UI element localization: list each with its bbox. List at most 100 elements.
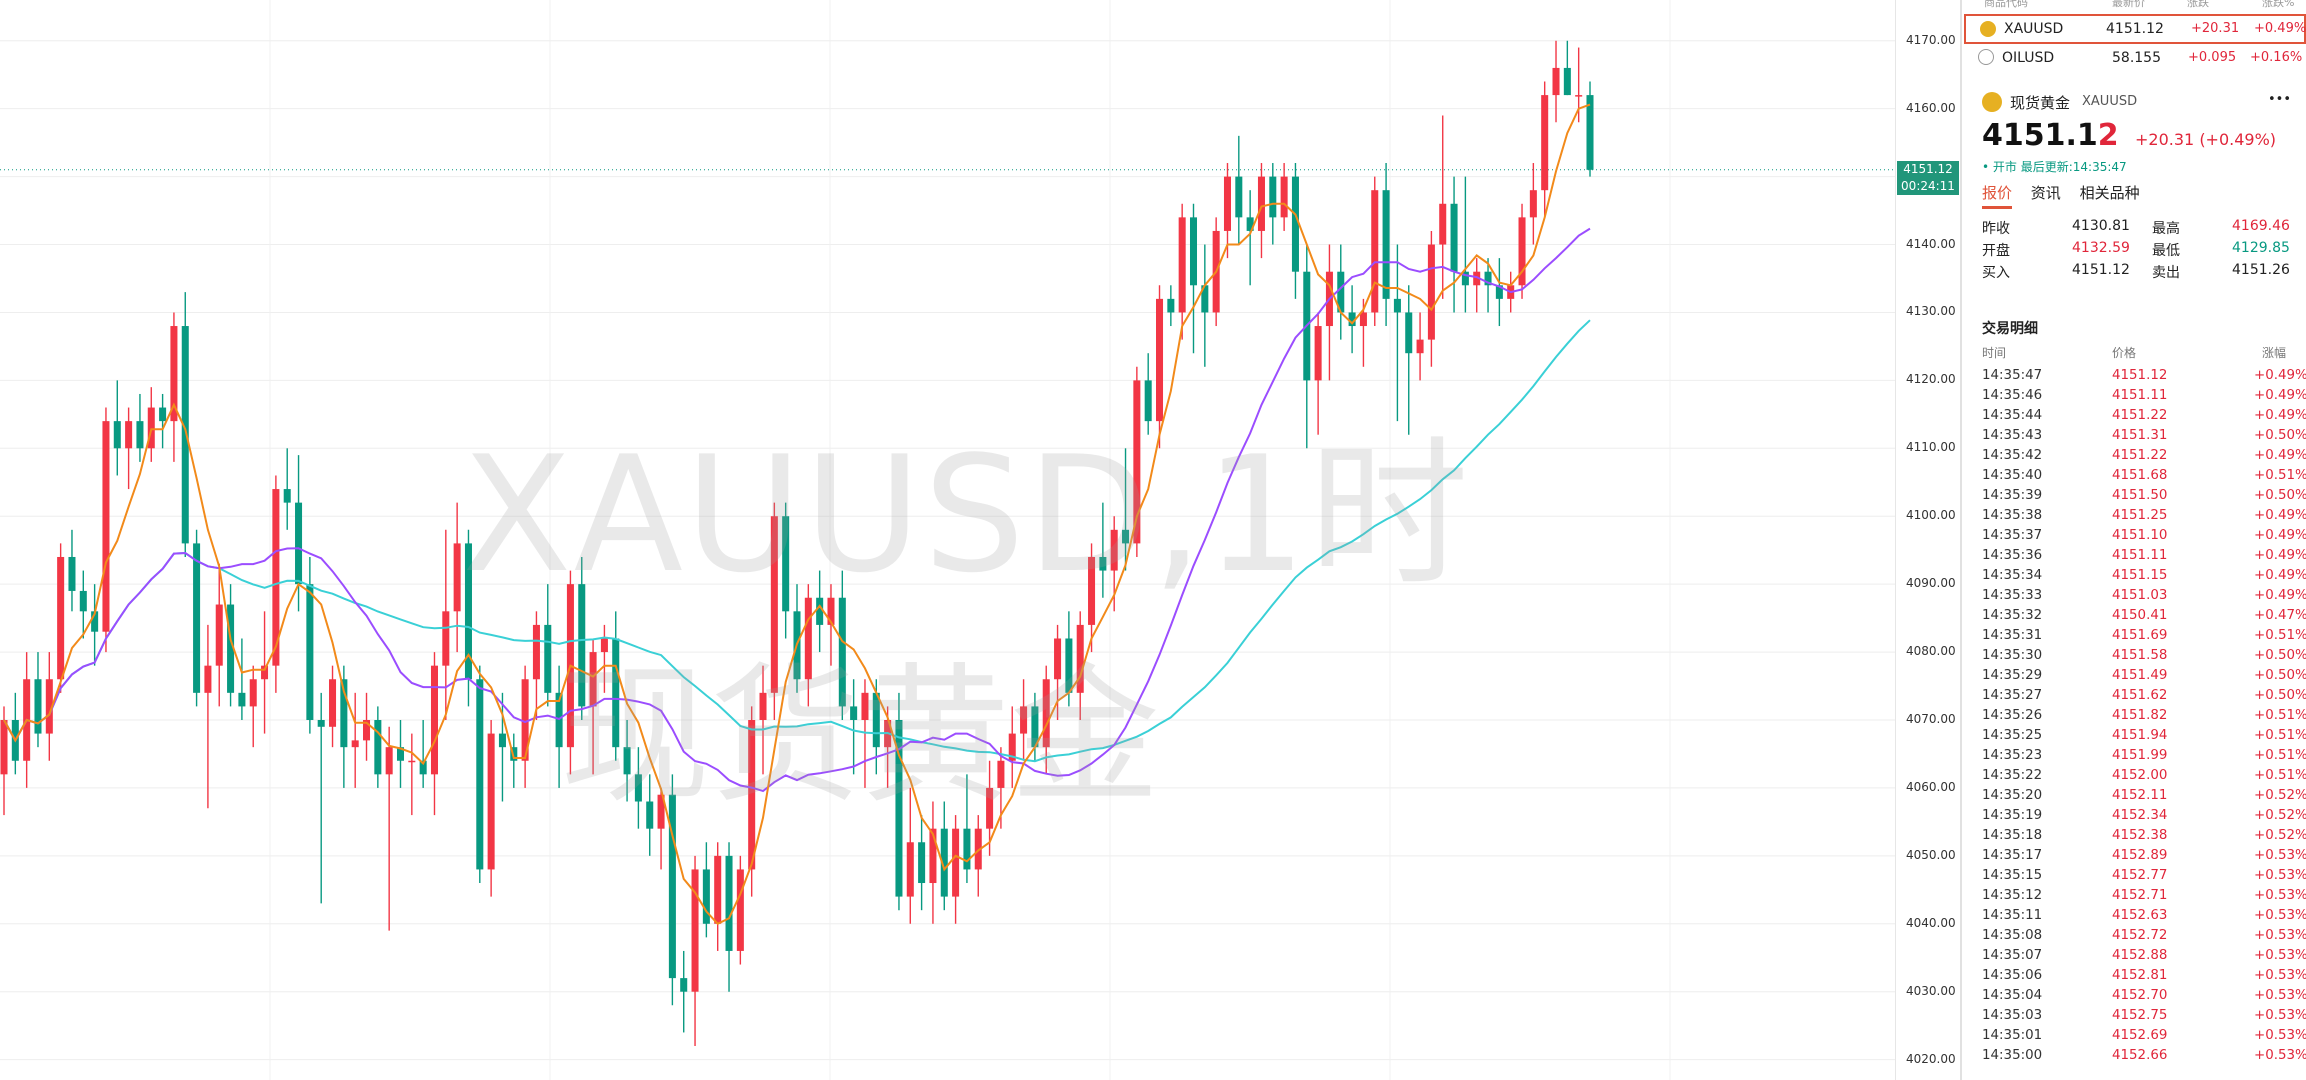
tab-related[interactable]: 相关品种 [2079,184,2140,202]
candle-body [1042,679,1050,748]
candle-body [1371,190,1379,313]
candle-body [1575,95,1583,97]
y-tick-label: 4100.00 [1906,508,1956,523]
trade-time: 14:35:42 [1982,448,2043,463]
trade-price: 4151.31 [2112,428,2168,443]
candle-body [1020,706,1028,734]
trade-change: +0.49% [2254,548,2306,563]
trade-price: 4151.25 [2112,508,2168,523]
trade-time: 14:35:20 [1982,788,2043,803]
trade-change: +0.50% [2254,428,2306,443]
candle-body [249,679,257,707]
candle-body [589,652,597,707]
stat-value: 4151.26 [2232,262,2290,278]
watchlist-pct: +0.49% [2254,21,2306,36]
trade-change: +0.49% [2254,408,2306,423]
watchlist-symbol: XAUUSD [2004,21,2064,37]
candle-body [1280,176,1288,218]
candle-body [1495,285,1503,299]
candle-body [612,638,620,748]
candle-body [193,543,201,693]
y-tick-label: 4090.00 [1906,576,1956,591]
trade-change: +0.49% [2254,388,2306,403]
candle-body [770,516,778,693]
trade-price: 4151.11 [2112,388,2168,403]
trade-row: 14:35:38 4151.25 +0.49% [1982,508,2306,528]
ma-slow-line [3,319,1591,763]
trade-time: 14:35:34 [1982,568,2043,583]
candle-body [204,665,212,693]
trade-change: +0.49% [2254,508,2306,523]
candle-body [1133,380,1141,544]
col-time: 时间 [1982,346,2007,360]
trade-row: 14:35:29 4151.49 +0.50% [1982,668,2306,688]
symbol-detail: 现货黄金 XAUUSD ••• 4151.12 +20.31 (+0.49%) … [1962,86,2306,1063]
candle-body [408,760,416,763]
chart-area[interactable]: XAUUSD,1时 现货黄金 [0,0,1895,1080]
candle-body [181,326,189,544]
candle-body [1450,203,1458,272]
ma-fast-line [3,103,1591,926]
more-menu-icon[interactable]: ••• [2268,92,2292,107]
trade-price: 4152.63 [2112,908,2168,923]
stat-label: 卖出 [2152,265,2180,281]
trade-row: 14:35:12 4152.71 +0.53% [1982,888,2306,908]
candle-body [91,611,99,632]
price-main: 4151.1 [1982,118,2098,153]
candle-body [227,604,235,693]
candle-body [1088,556,1096,625]
watchlist-pct: +0.16% [2250,50,2303,65]
trade-price: 4151.12 [2112,368,2168,383]
tab-quote[interactable]: 报价 [1982,184,2013,209]
trades-list[interactable]: 14:35:47 4151.12 +0.49% 14:35:46 4151.11 +0.4… [1982,368,2306,1068]
candle-body [329,679,337,727]
trade-price: 4152.81 [2112,968,2168,983]
candle-body [1065,638,1073,693]
candle-body [113,421,121,449]
trade-row: 14:35:46 4151.11 +0.49% [1982,388,2306,408]
candle-body [1461,271,1469,286]
trade-row: 14:35:03 4152.75 +0.53% [1982,1008,2306,1028]
trade-row: 14:35:00 4152.66 +0.53% [1982,1048,2306,1068]
candle-body [521,679,529,761]
trade-time: 14:35:08 [1982,928,2043,943]
trade-row: 14:35:25 4151.94 +0.51% [1982,728,2306,748]
y-tick-label: 4080.00 [1906,644,1956,659]
watchlist-row-xauusd[interactable]: XAUUSD 4151.12 +20.31 +0.49% [1964,14,2306,44]
trade-price: 4150.41 [2112,608,2168,623]
candle-body [1257,176,1265,231]
candlestick-chart[interactable] [0,0,1895,1080]
trade-time: 14:35:44 [1982,408,2043,423]
trade-price: 4152.75 [2112,1008,2168,1023]
candle-body [1076,624,1084,693]
watchlist-row-oilusd[interactable]: OILUSD 58.155 +0.095 +0.16% [1962,44,2306,72]
trade-time: 14:35:27 [1982,688,2043,703]
trade-row: 14:35:20 4152.11 +0.52% [1982,788,2306,808]
tab-news[interactable]: 资讯 [2030,184,2061,202]
candle-body [374,720,382,775]
stat-label: 昨收 [1982,221,2010,237]
candle-body [34,679,42,734]
candle-body [974,828,982,870]
current-price-label: 4151.12 [1903,161,1953,176]
candle-body [1484,271,1492,286]
trade-change: +0.53% [2254,848,2306,863]
candle-body [1382,190,1390,299]
y-tick-label: 4050.00 [1906,847,1956,862]
trade-row: 14:35:15 4152.77 +0.53% [1982,868,2306,888]
candle-body [45,679,53,734]
trade-price: 4152.00 [2112,768,2168,783]
candle-body [430,665,438,775]
trade-row: 14:35:40 4151.68 +0.51% [1982,468,2306,488]
trade-row: 14:35:26 4151.82 +0.51% [1982,708,2306,728]
trade-row: 14:35:17 4152.89 +0.53% [1982,848,2306,868]
detail-symbol: XAUUSD [2082,94,2138,109]
trades-title: 交易明细 [1982,321,2038,337]
col-price: 价格 [2112,346,2137,360]
trade-price: 4151.22 [2112,408,2168,423]
trade-time: 14:35:00 [1982,1048,2043,1063]
trade-change: +0.53% [2254,1048,2306,1063]
trade-change: +0.52% [2254,828,2306,843]
detail-change: +20.31 (+0.49%) [2135,130,2276,149]
col-change: 涨跌 [2187,0,2209,9]
